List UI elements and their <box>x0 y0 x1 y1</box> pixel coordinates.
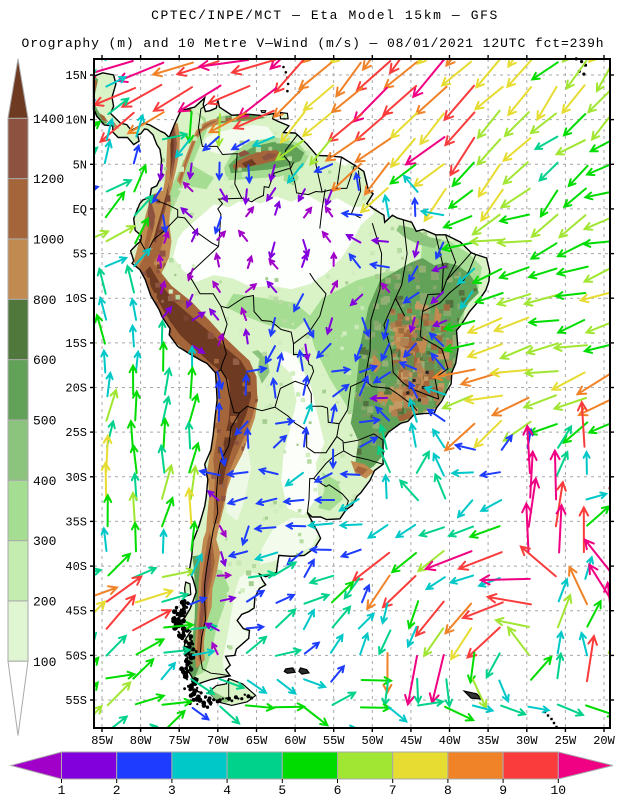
svg-text:5S: 5S <box>73 248 87 262</box>
svg-text:7: 7 <box>389 783 397 798</box>
svg-text:20S: 20S <box>65 382 87 396</box>
svg-text:35W: 35W <box>477 734 499 748</box>
svg-text:300: 300 <box>33 534 56 549</box>
svg-text:500: 500 <box>33 413 56 428</box>
svg-text:8: 8 <box>444 783 452 798</box>
svg-text:3: 3 <box>168 783 176 798</box>
svg-text:60W: 60W <box>284 734 306 748</box>
svg-text:10S: 10S <box>65 292 87 306</box>
svg-text:Orography (m) and 10 Metre V—W: Orography (m) and 10 Metre V—Wind (m/s) … <box>22 36 605 51</box>
svg-text:1200: 1200 <box>33 172 64 187</box>
svg-text:100: 100 <box>33 655 56 670</box>
svg-text:45W: 45W <box>400 734 422 748</box>
svg-text:CPTEC/INPE/MCT — Eta Model 15: CPTEC/INPE/MCT — Eta Model 15km — GFS <box>151 8 499 23</box>
svg-text:20W: 20W <box>593 734 615 748</box>
svg-text:55W: 55W <box>323 734 345 748</box>
svg-text:65W: 65W <box>246 734 268 748</box>
svg-text:1400: 1400 <box>33 112 64 127</box>
svg-text:40W: 40W <box>439 734 461 748</box>
svg-text:1000: 1000 <box>33 233 64 248</box>
svg-text:5: 5 <box>278 783 286 798</box>
svg-text:1: 1 <box>58 783 66 798</box>
svg-text:50S: 50S <box>65 649 87 663</box>
svg-text:2: 2 <box>113 783 121 798</box>
svg-text:25S: 25S <box>65 426 87 440</box>
svg-text:50W: 50W <box>361 734 383 748</box>
svg-text:800: 800 <box>33 293 56 308</box>
svg-text:6: 6 <box>334 783 342 798</box>
svg-text:55S: 55S <box>65 694 87 708</box>
svg-text:4: 4 <box>223 783 231 798</box>
svg-text:200: 200 <box>33 594 56 609</box>
svg-text:5N: 5N <box>73 158 87 172</box>
svg-text:25W: 25W <box>555 734 577 748</box>
svg-text:9: 9 <box>499 783 507 798</box>
svg-text:10: 10 <box>550 783 566 798</box>
svg-text:30S: 30S <box>65 471 87 485</box>
svg-text:80W: 80W <box>130 734 152 748</box>
svg-text:15N: 15N <box>65 69 87 83</box>
svg-text:400: 400 <box>33 474 56 489</box>
svg-text:45S: 45S <box>65 605 87 619</box>
svg-text:70W: 70W <box>207 734 229 748</box>
svg-text:30W: 30W <box>516 734 538 748</box>
svg-text:75W: 75W <box>168 734 190 748</box>
svg-text:35S: 35S <box>65 515 87 529</box>
svg-text:EQ: EQ <box>73 203 87 217</box>
svg-text:40S: 40S <box>65 560 87 574</box>
svg-text:85W: 85W <box>91 734 113 748</box>
svg-text:600: 600 <box>33 353 56 368</box>
svg-text:10N: 10N <box>65 114 87 128</box>
svg-text:15S: 15S <box>65 337 87 351</box>
